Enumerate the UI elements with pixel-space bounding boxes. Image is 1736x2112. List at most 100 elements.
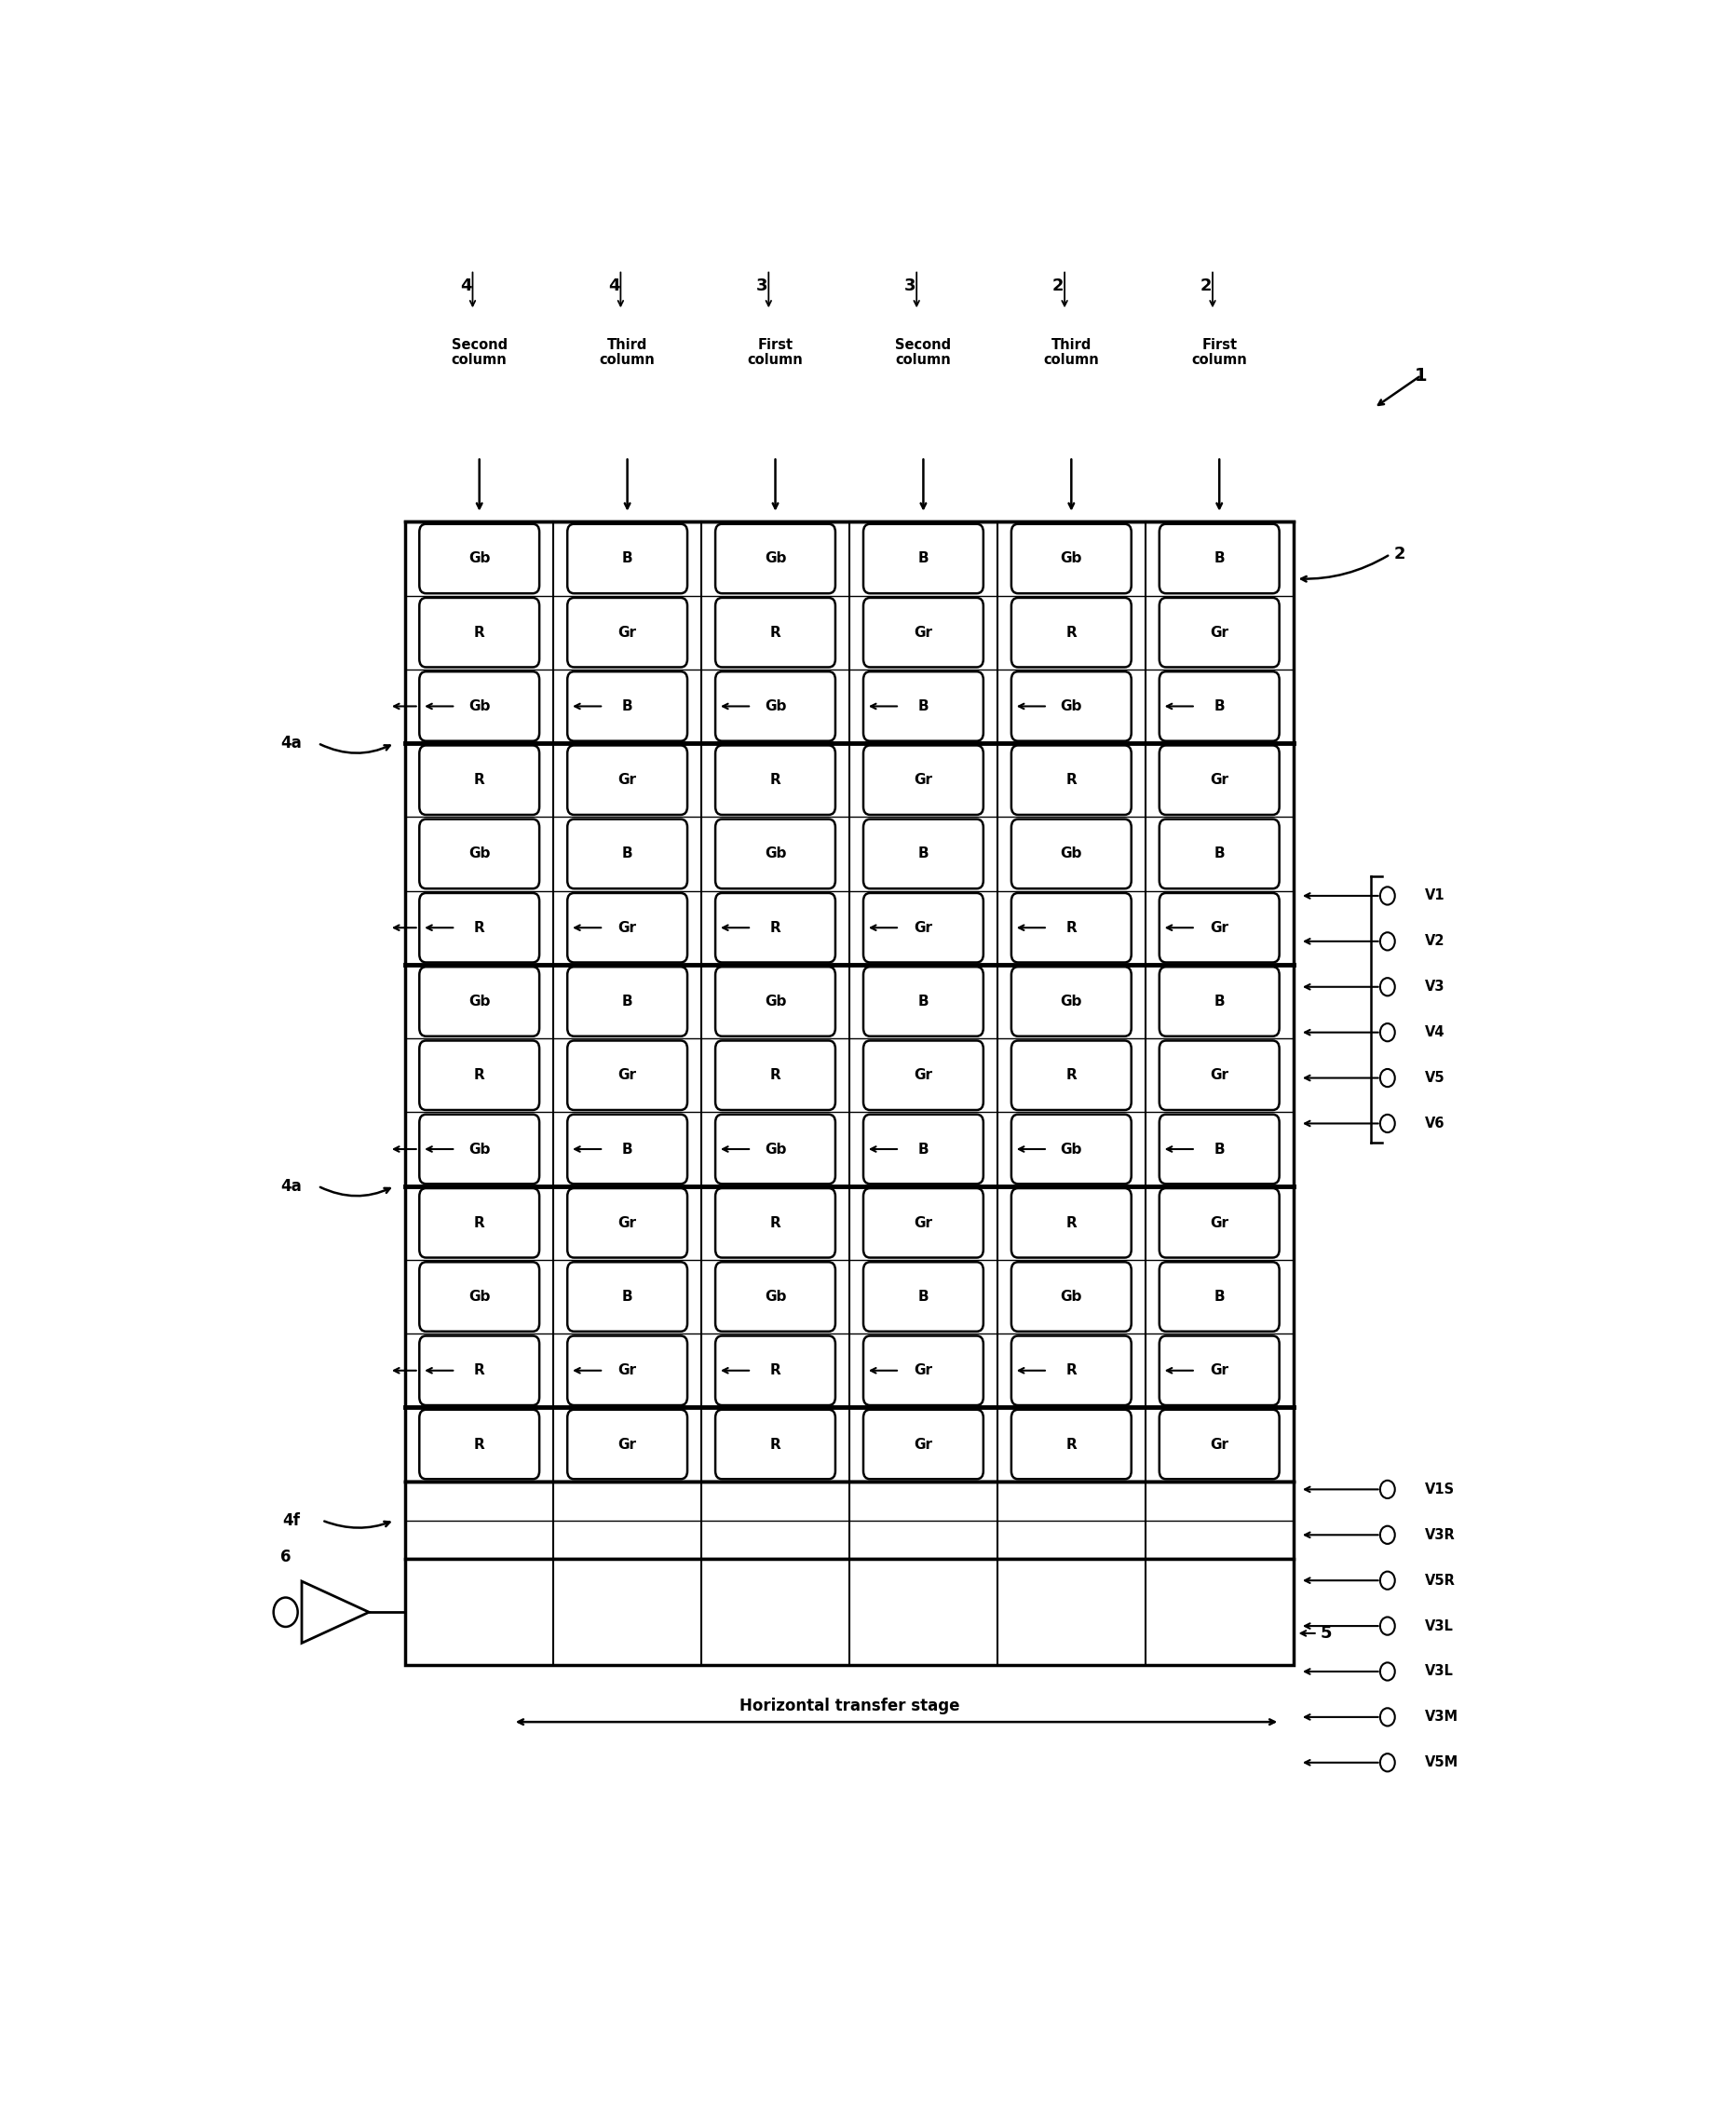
Text: Gr: Gr — [915, 625, 932, 640]
FancyBboxPatch shape — [863, 1263, 983, 1331]
Text: R: R — [769, 625, 781, 640]
FancyBboxPatch shape — [420, 819, 540, 889]
Bar — [406, 522, 1293, 1481]
FancyBboxPatch shape — [420, 524, 540, 593]
FancyBboxPatch shape — [568, 1041, 687, 1111]
Text: B: B — [918, 995, 929, 1010]
Text: R: R — [474, 1364, 484, 1377]
Text: Gb: Gb — [764, 995, 786, 1010]
Text: Gb: Gb — [469, 699, 490, 714]
FancyBboxPatch shape — [420, 598, 540, 667]
FancyBboxPatch shape — [715, 1409, 835, 1478]
FancyBboxPatch shape — [568, 672, 687, 741]
Text: Gb: Gb — [764, 1143, 786, 1155]
FancyBboxPatch shape — [863, 524, 983, 593]
Text: B: B — [1213, 847, 1224, 862]
FancyBboxPatch shape — [568, 1189, 687, 1257]
Text: Third
column: Third column — [599, 338, 654, 367]
Text: Gr: Gr — [618, 1217, 637, 1229]
Text: Gr: Gr — [1210, 1364, 1229, 1377]
FancyBboxPatch shape — [1160, 598, 1279, 667]
Text: 4: 4 — [608, 277, 620, 294]
Text: 4a: 4a — [281, 735, 302, 752]
FancyBboxPatch shape — [1160, 1263, 1279, 1331]
FancyBboxPatch shape — [1012, 1263, 1132, 1331]
Text: R: R — [769, 1069, 781, 1081]
Text: Gr: Gr — [915, 1438, 932, 1451]
Text: V5M: V5M — [1425, 1755, 1458, 1770]
Text: V3L: V3L — [1425, 1664, 1455, 1679]
FancyBboxPatch shape — [568, 893, 687, 963]
Text: V4: V4 — [1425, 1026, 1444, 1039]
Text: Gr: Gr — [915, 1364, 932, 1377]
FancyBboxPatch shape — [863, 967, 983, 1037]
Text: R: R — [474, 1217, 484, 1229]
FancyBboxPatch shape — [863, 1189, 983, 1257]
Text: Gr: Gr — [618, 921, 637, 936]
Text: Gr: Gr — [618, 1069, 637, 1081]
Text: R: R — [769, 1438, 781, 1451]
Text: V5R: V5R — [1425, 1573, 1457, 1588]
Text: Gr: Gr — [915, 773, 932, 788]
Text: B: B — [1213, 1143, 1224, 1155]
FancyBboxPatch shape — [568, 819, 687, 889]
FancyBboxPatch shape — [715, 1189, 835, 1257]
FancyBboxPatch shape — [420, 1263, 540, 1331]
FancyBboxPatch shape — [715, 819, 835, 889]
FancyBboxPatch shape — [1012, 672, 1132, 741]
FancyBboxPatch shape — [1012, 967, 1132, 1037]
Text: 6: 6 — [279, 1548, 292, 1565]
FancyBboxPatch shape — [1012, 746, 1132, 815]
Text: R: R — [1066, 1069, 1076, 1081]
Text: B: B — [1213, 551, 1224, 566]
Text: V3L: V3L — [1425, 1620, 1455, 1633]
Text: 2: 2 — [1394, 545, 1406, 562]
FancyBboxPatch shape — [715, 672, 835, 741]
FancyBboxPatch shape — [420, 967, 540, 1037]
FancyBboxPatch shape — [568, 746, 687, 815]
Text: B: B — [621, 699, 632, 714]
FancyBboxPatch shape — [1160, 1409, 1279, 1478]
Text: Gb: Gb — [764, 847, 786, 862]
FancyBboxPatch shape — [568, 1115, 687, 1185]
Text: B: B — [918, 1290, 929, 1303]
Text: B: B — [918, 847, 929, 862]
Text: 2: 2 — [1200, 277, 1212, 294]
Bar — [406, 1481, 1293, 1559]
Text: First
column: First column — [748, 338, 804, 367]
FancyBboxPatch shape — [420, 746, 540, 815]
Text: V5: V5 — [1425, 1071, 1446, 1086]
Bar — [406, 1559, 1293, 1664]
Text: B: B — [621, 995, 632, 1010]
Text: Gr: Gr — [1210, 921, 1229, 936]
Text: Gb: Gb — [469, 995, 490, 1010]
Text: 4: 4 — [460, 277, 472, 294]
Text: Gr: Gr — [1210, 1438, 1229, 1451]
Text: R: R — [474, 625, 484, 640]
FancyBboxPatch shape — [1012, 524, 1132, 593]
Text: R: R — [1066, 1438, 1076, 1451]
Text: Gb: Gb — [469, 1143, 490, 1155]
FancyBboxPatch shape — [863, 1115, 983, 1185]
Text: Gb: Gb — [1061, 847, 1082, 862]
Text: Second
column: Second column — [896, 338, 951, 367]
FancyBboxPatch shape — [1012, 893, 1132, 963]
Text: Gb: Gb — [1061, 699, 1082, 714]
Text: B: B — [621, 847, 632, 862]
Text: Gb: Gb — [469, 847, 490, 862]
FancyBboxPatch shape — [420, 1337, 540, 1404]
Text: Horizontal transfer stage: Horizontal transfer stage — [740, 1698, 960, 1715]
Text: Gr: Gr — [618, 1438, 637, 1451]
FancyBboxPatch shape — [420, 1189, 540, 1257]
FancyBboxPatch shape — [715, 1041, 835, 1111]
FancyBboxPatch shape — [1160, 1041, 1279, 1111]
FancyBboxPatch shape — [1012, 1115, 1132, 1185]
FancyBboxPatch shape — [568, 1409, 687, 1478]
Text: R: R — [1066, 921, 1076, 936]
Text: 4f: 4f — [283, 1512, 300, 1529]
FancyBboxPatch shape — [715, 746, 835, 815]
Text: Gb: Gb — [764, 1290, 786, 1303]
Text: R: R — [474, 1438, 484, 1451]
Text: Gr: Gr — [1210, 1217, 1229, 1229]
FancyBboxPatch shape — [1160, 1189, 1279, 1257]
